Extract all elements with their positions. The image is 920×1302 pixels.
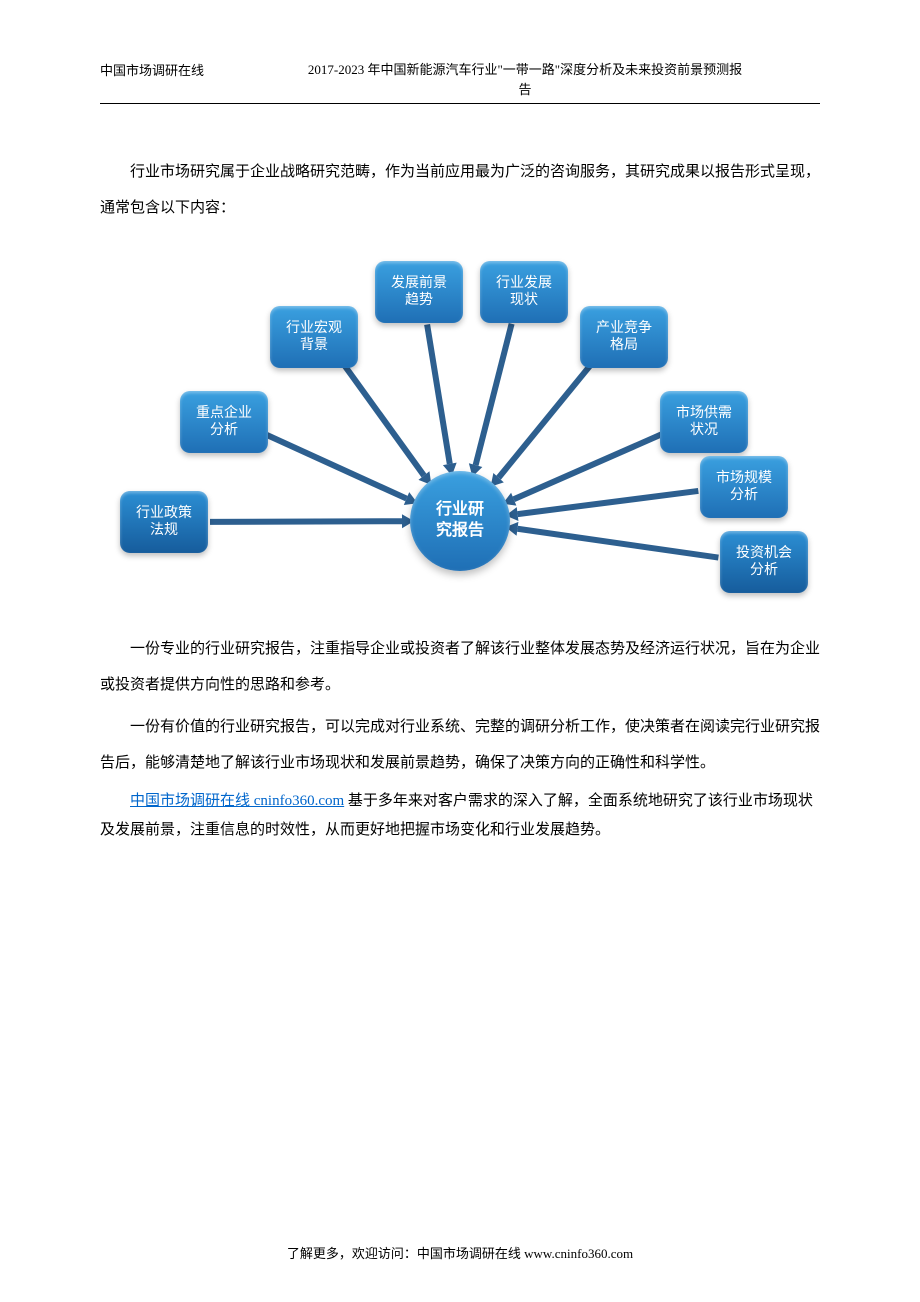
paragraph-4: 中国市场调研在线 cninfo360.com 基于多年来对客户需求的深入了解，全… [100,787,820,844]
header-title: 2017-2023 年中国新能源汽车行业"一带一路"深度分析及未来投资前景预测报… [230,60,820,99]
diagram-node-0: 行业政策法规 [120,491,208,553]
document-page: 中国市场调研在线 2017-2023 年中国新能源汽车行业"一带一路"深度分析及… [0,0,920,1302]
page-footer: 了解更多，欢迎访问：中国市场调研在线 www.cninfo360.com [0,1243,920,1262]
page-header: 中国市场调研在线 2017-2023 年中国新能源汽车行业"一带一路"深度分析及… [100,60,820,104]
diagram-node-8: 投资机会分析 [720,531,808,593]
diagram-node-3: 发展前景趋势 [375,261,463,323]
diagram-node-7: 市场规模分析 [700,456,788,518]
brand-link[interactable]: 中国市场调研在线 cninfo360.com [130,793,344,809]
diagram-node-2: 行业宏观背景 [270,306,358,368]
header-title-line2: 告 [518,82,531,97]
header-title-line1: 2017-2023 年中国新能源汽车行业"一带一路"深度分析及未来投资前景预测报 [308,62,742,77]
diagram-node-6: 市场供需状况 [660,391,748,453]
paragraph-intro: 行业市场研究属于企业战略研究范畴，作为当前应用最为广泛的咨询服务，其研究成果以报… [100,154,820,226]
paragraph-2: 一份专业的行业研究报告，注重指导企业或投资者了解该行业整体发展态势及经济运行状况… [100,631,820,703]
diagram-node-5: 产业竞争格局 [580,306,668,368]
diagram-node-1: 重点企业分析 [180,391,268,453]
diagram-center: 行业研究报告 [410,471,510,571]
diagram-node-4: 行业发展现状 [480,261,568,323]
header-brand: 中国市场调研在线 [100,60,230,79]
content-diagram: 行业研究报告 行业政策法规 重点企业分析行业宏观背景发展前景趋势行业发展现状产业竞… [100,241,820,601]
paragraph-3: 一份有价值的行业研究报告，可以完成对行业系统、完整的调研分析工作，使决策者在阅读… [100,709,820,781]
